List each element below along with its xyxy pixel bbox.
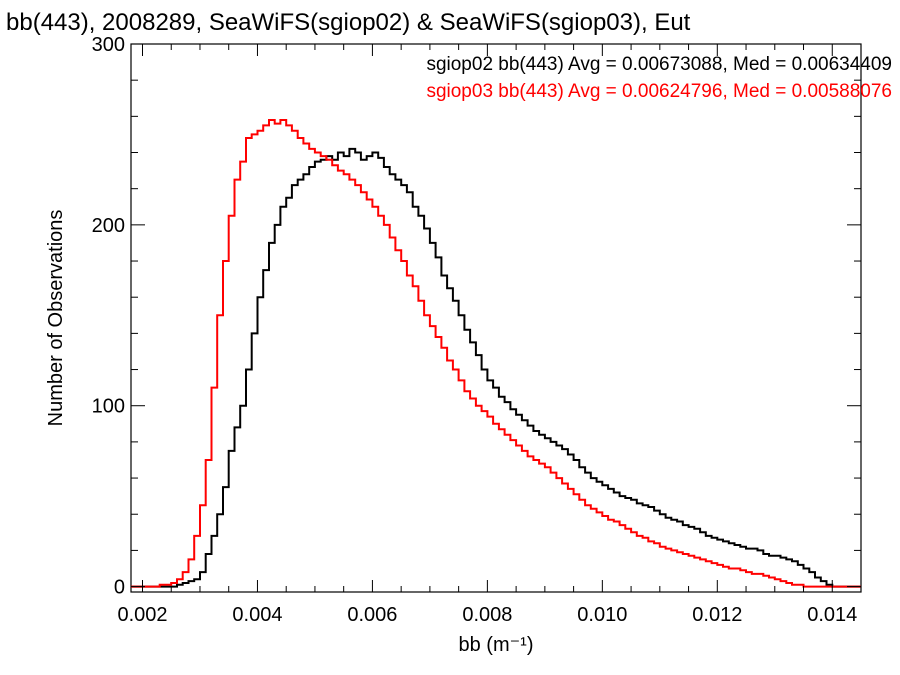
plot-frame	[130, 43, 862, 593]
y-tick-label: 100	[92, 396, 125, 418]
stat-label-sgiop02: sgiop02 bb(443) Avg = 0.00673088, Med = …	[426, 54, 892, 75]
x-tick-label: 0.006	[347, 604, 397, 626]
x-tick-label: 0.012	[692, 604, 742, 626]
x-tick-label: 0.004	[232, 604, 282, 626]
x-axis-label: bb (m⁻¹)	[459, 634, 534, 656]
y-tick-label: 200	[92, 215, 125, 237]
stat-label-sgiop03: sgiop03 bb(443) Avg = 0.00624796, Med = …	[426, 81, 892, 102]
chart-title: bb(443), 2008289, SeaWiFS(sgiop02) & Sea…	[6, 9, 691, 36]
x-tick-label: 0.014	[807, 604, 857, 626]
x-tick-label: 0.002	[117, 604, 167, 626]
x-tick-label: 0.010	[577, 604, 627, 626]
y-axis-label: Number of Observations	[45, 210, 67, 427]
x-tick-label: 0.008	[462, 604, 512, 626]
y-tick-label: 300	[92, 34, 125, 56]
y-tick-label: 0	[114, 577, 125, 599]
histogram-series-sgiop03	[131, 119, 861, 588]
histogram-series-sgiop02	[131, 147, 861, 588]
